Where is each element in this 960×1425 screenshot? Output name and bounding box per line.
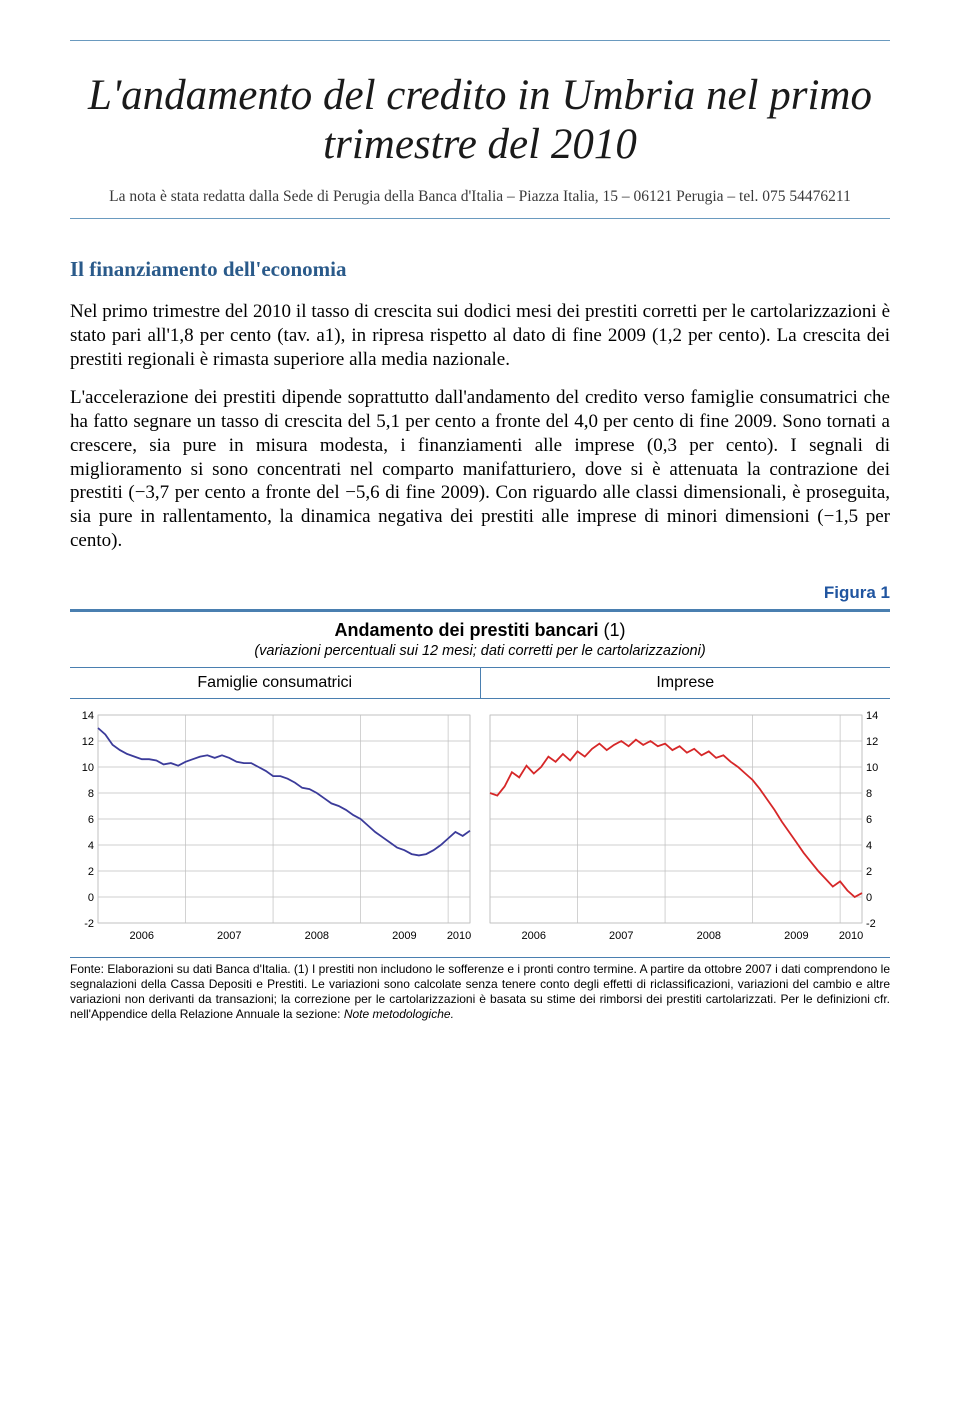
svg-text:-2: -2 <box>84 918 94 930</box>
svg-text:2007: 2007 <box>217 930 241 942</box>
figure-title-text: Andamento dei prestiti bancari <box>334 620 598 640</box>
svg-text:2: 2 <box>866 866 872 878</box>
svg-text:2008: 2008 <box>305 930 329 942</box>
footnote-text: Fonte: Elaborazioni su dati Banca d'Ital… <box>70 962 890 1021</box>
svg-text:-2: -2 <box>866 918 876 930</box>
svg-text:2: 2 <box>88 866 94 878</box>
panel-right-title: Imprese <box>481 668 891 698</box>
top-rule <box>70 40 890 41</box>
svg-text:2006: 2006 <box>130 930 154 942</box>
figure-label: Figura 1 <box>70 583 890 603</box>
svg-text:0: 0 <box>88 892 94 904</box>
chart-right-cell: -2 0 2 4 6 8 10 12 14 2006 2007 2008 2009 2010 <box>480 707 890 947</box>
title-line2: trimestre del 2010 <box>323 121 637 168</box>
svg-text:10: 10 <box>82 762 94 774</box>
svg-text:2009: 2009 <box>784 930 808 942</box>
body-text: Il finanziamento dell'economia Nel primo… <box>70 257 890 553</box>
svg-text:12: 12 <box>866 736 878 748</box>
title-line1: L'andamento del credito in Umbria nel pr… <box>88 72 872 119</box>
svg-text:2009: 2009 <box>392 930 416 942</box>
svg-text:6: 6 <box>88 814 94 826</box>
svg-text:0: 0 <box>866 892 872 904</box>
figure-subtitle: (variazioni percentuali sui 12 mesi; dat… <box>70 643 890 659</box>
svg-text:14: 14 <box>82 710 94 722</box>
title-block: L'andamento del credito in Umbria nel pr… <box>70 71 890 206</box>
chart-imprese: -2 0 2 4 6 8 10 12 14 2006 2007 2008 2009 2010 <box>480 707 890 947</box>
svg-text:2007: 2007 <box>609 930 633 942</box>
page-title: L'andamento del credito in Umbria nel pr… <box>70 71 890 170</box>
svg-text:2008: 2008 <box>697 930 721 942</box>
svg-text:8: 8 <box>88 788 94 800</box>
svg-text:4: 4 <box>88 840 94 852</box>
svg-text:4: 4 <box>866 840 872 852</box>
svg-text:10: 10 <box>866 762 878 774</box>
charts-row: -2 0 2 4 6 8 10 12 14 2006 2007 2008 2009 2010 -2 0 2 4 6… <box>70 699 890 951</box>
chart-left-cell: -2 0 2 4 6 8 10 12 14 2006 2007 2008 2009 2010 <box>70 707 480 947</box>
paragraph-1: Nel primo trimestre del 2010 il tasso di… <box>70 300 890 372</box>
svg-text:12: 12 <box>82 736 94 748</box>
page-subtitle: La nota è stata redatta dalla Sede di Pe… <box>70 188 890 206</box>
mid-rule <box>70 218 890 219</box>
svg-text:14: 14 <box>866 710 878 722</box>
svg-text:2010: 2010 <box>839 930 863 942</box>
section-heading: Il finanziamento dell'economia <box>70 257 890 282</box>
chart-famiglie: -2 0 2 4 6 8 10 12 14 2006 2007 2008 2009 2010 <box>70 707 480 947</box>
panel-header-row: Famiglie consumatrici Imprese <box>70 667 890 699</box>
svg-text:2006: 2006 <box>522 930 546 942</box>
svg-text:2010: 2010 <box>447 930 471 942</box>
figure-box: Andamento dei prestiti bancari (1) (vari… <box>70 609 890 1022</box>
svg-text:8: 8 <box>866 788 872 800</box>
footnote-em: Note metodologiche. <box>344 1007 454 1021</box>
svg-text:6: 6 <box>866 814 872 826</box>
figure-title: Andamento dei prestiti bancari (1) <box>70 620 890 641</box>
paragraph-2: L'accelerazione dei prestiti dipende sop… <box>70 386 890 554</box>
panel-left-title: Famiglie consumatrici <box>70 668 481 698</box>
figure-title-paren: (1) <box>604 620 626 640</box>
figure-footnote: Fonte: Elaborazioni su dati Banca d'Ital… <box>70 957 890 1022</box>
